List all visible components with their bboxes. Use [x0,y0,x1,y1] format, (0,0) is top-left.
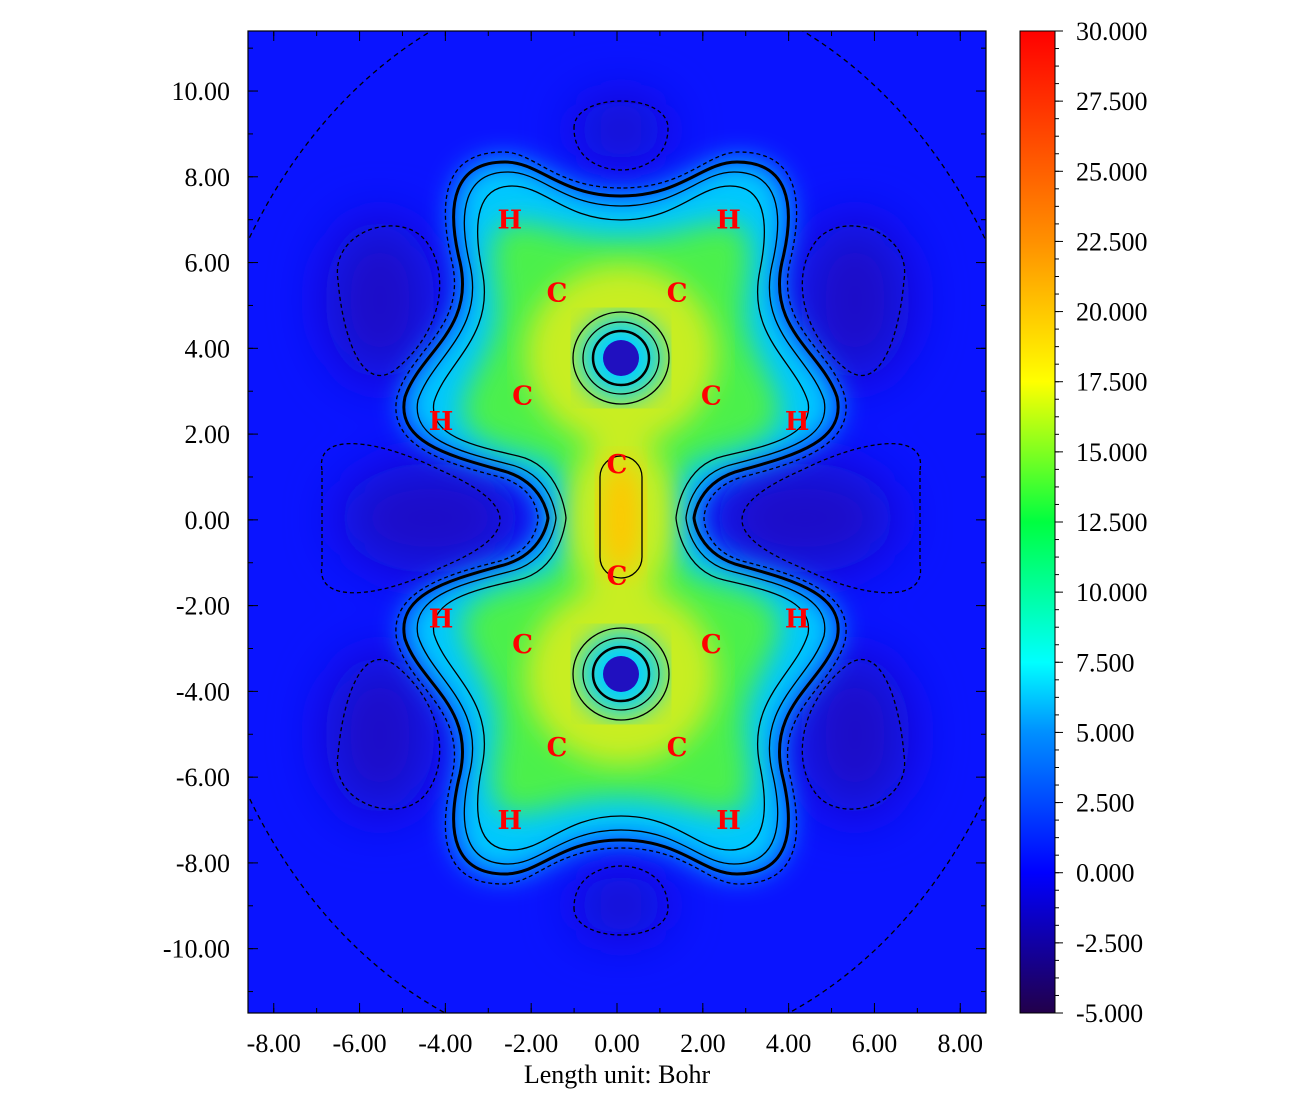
x-tick-label: 2.00 [680,1029,726,1058]
contour-lines [248,31,986,1013]
atom-label: C [607,450,628,480]
y-tick-label: 8.00 [185,163,231,192]
y-tick-label: -6.00 [176,763,230,792]
colorbar-tick-label: -2.500 [1076,929,1143,958]
colorbar-tick-label: 15.000 [1076,438,1148,467]
x-tick-label: 8.00 [938,1029,984,1058]
x-axis-title: Length unit: Bohr [524,1060,711,1089]
y-tick-label: -2.00 [176,592,230,621]
atom-label: C [512,381,533,411]
colorbar-tick-label: 30.000 [1076,17,1148,46]
atom-label: C [547,733,568,763]
atom-label: H [785,604,810,634]
ring-holes [579,316,663,716]
atom-label: H [429,407,454,437]
atom-label: C [607,562,628,592]
y-tick-label: 10.00 [172,77,231,106]
colorbar-tick-label: 0.000 [1076,859,1135,888]
y-tick-label: -4.00 [176,677,230,706]
colorbar-tick-label: 10.000 [1076,578,1148,607]
colorbar-tick-label: 20.000 [1076,298,1148,327]
colorbar: 30.000 27.500 25.000 22.500 20.000 17.500 15.0… [1019,17,1148,1028]
y-tick-label: -8.00 [176,849,230,878]
y-tick-label: -10.00 [163,935,230,964]
y-tick-label: 6.00 [185,249,231,278]
x-tick-label: 4.00 [766,1029,812,1058]
y-tick-label: 4.00 [185,334,231,363]
atom-label: H [716,206,741,236]
x-tick-label: -8.00 [247,1029,301,1058]
atom-labels: H H C C C C H H C C H H C C C C H H [429,206,810,836]
x-tick-label: -4.00 [418,1029,472,1058]
colorbar-tick-label: -5.000 [1076,999,1143,1028]
atom-label: C [667,279,688,309]
atom-label: H [497,806,522,836]
plot-area [248,31,986,1013]
x-axis: -8.00 -6.00 -4.00 -2.00 0.00 2.00 4.00 6.00 8.00 [247,31,983,1058]
colorbar-tick-label: 27.500 [1076,87,1148,116]
atom-label: H [785,407,810,437]
colorbar-tick-label: 17.500 [1076,368,1148,397]
central-bond-region [599,458,643,578]
y-axis: 10.00 8.00 6.00 4.00 2.00 0.00 -2.00 -4.00 -6.00… [163,47,986,993]
atom-label: H [497,206,522,236]
x-tick-label: 6.00 [852,1029,898,1058]
atom-label: C [701,630,722,660]
atom-label: C [701,381,722,411]
atom-label: C [547,279,568,309]
x-tick-label: 0.00 [594,1029,640,1058]
atom-label: C [667,733,688,763]
atom-label: H [716,806,741,836]
colorbar-ticks: 30.000 27.500 25.000 22.500 20.000 17.500 15.0… [1055,17,1148,1028]
colorbar-tick-label: 5.000 [1076,718,1135,747]
x-tick-label: -2.00 [504,1029,558,1058]
colorbar-tick-label: 22.500 [1076,227,1148,256]
y-tick-label: 2.00 [185,420,231,449]
colorbar-tick-label: 12.500 [1076,508,1148,537]
y-tick-label: 0.00 [185,506,231,535]
colorbar-gradient [1019,30,1056,1014]
atom-label: H [429,604,454,634]
colorbar-tick-label: 25.000 [1076,157,1148,186]
x-tick-label: -6.00 [332,1029,386,1058]
atom-label: C [512,630,533,660]
colorbar-tick-label: 2.500 [1076,789,1135,818]
colorbar-tick-label: 7.500 [1076,648,1135,677]
